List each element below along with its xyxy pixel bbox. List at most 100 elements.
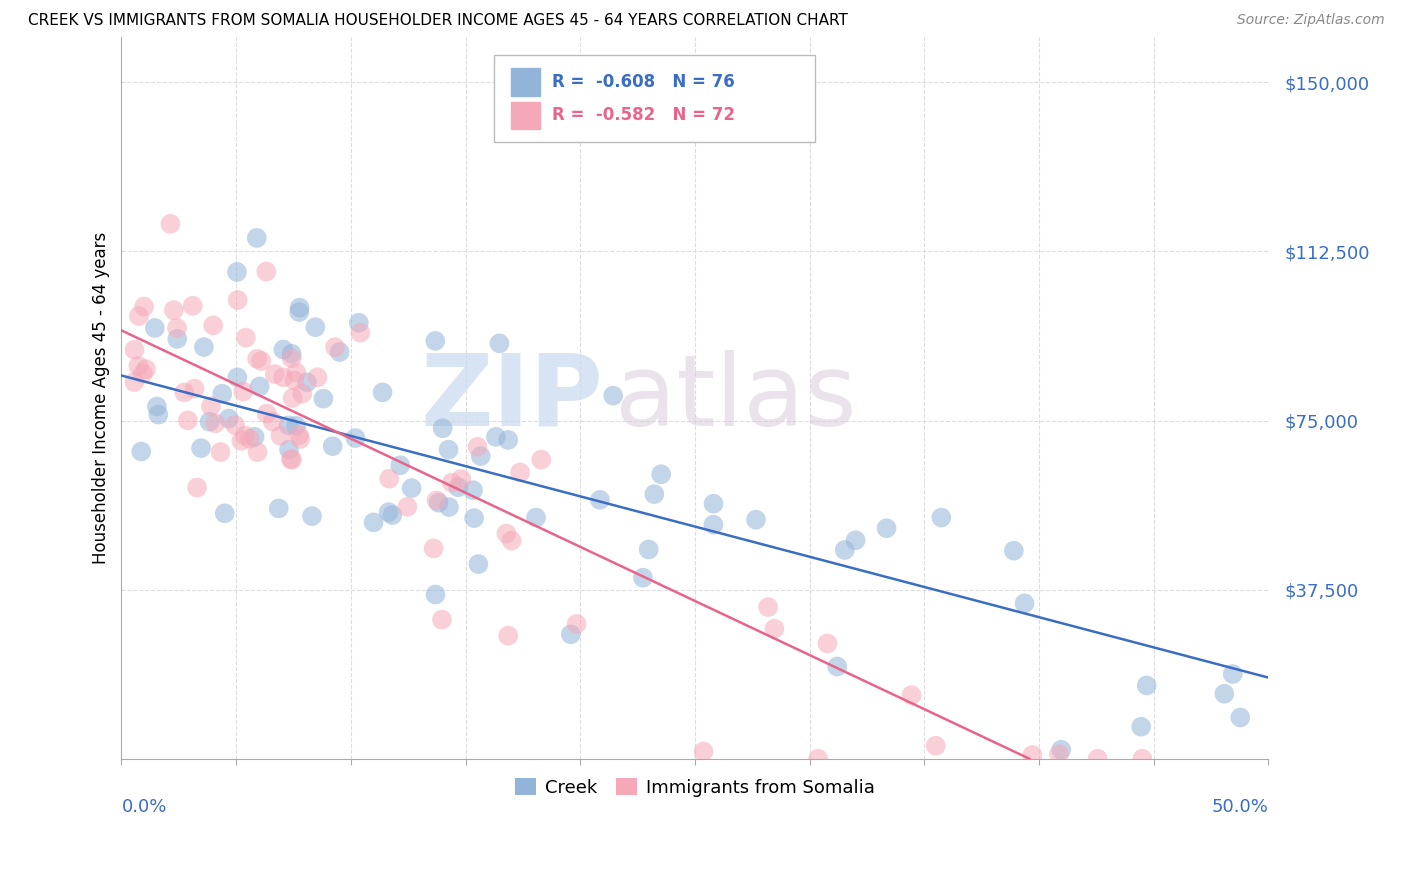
Point	[643, 487, 665, 501]
Point	[692, 744, 714, 758]
Point	[288, 428, 311, 442]
Point	[235, 331, 257, 345]
Point	[231, 434, 253, 448]
Point	[263, 367, 285, 381]
Point	[876, 521, 898, 535]
Point	[389, 458, 412, 473]
Point	[226, 293, 249, 307]
Point	[763, 622, 786, 636]
Point	[496, 433, 519, 447]
Point	[378, 472, 401, 486]
Point	[243, 430, 266, 444]
Point	[128, 309, 150, 323]
Point	[422, 541, 444, 556]
Point	[371, 385, 394, 400]
Point	[267, 501, 290, 516]
Point	[425, 587, 447, 601]
Point	[1050, 743, 1073, 757]
Point	[211, 386, 233, 401]
Point	[256, 407, 278, 421]
Point	[1014, 596, 1036, 610]
Point	[166, 332, 188, 346]
Text: CREEK VS IMMIGRANTS FROM SOMALIA HOUSEHOLDER INCOME AGES 45 - 64 YEARS CORRELATI: CREEK VS IMMIGRANTS FROM SOMALIA HOUSEHO…	[28, 13, 848, 29]
Point	[262, 415, 284, 429]
Point	[288, 305, 311, 319]
Point	[322, 439, 344, 453]
Point	[271, 343, 294, 357]
Point	[277, 418, 299, 433]
Point	[218, 411, 240, 425]
Point	[440, 475, 463, 490]
Point	[815, 636, 838, 650]
Point	[401, 481, 423, 495]
Point	[467, 440, 489, 454]
Point	[900, 688, 922, 702]
Point	[280, 452, 302, 467]
Point	[163, 303, 186, 318]
Point	[344, 431, 367, 445]
Point	[159, 217, 181, 231]
Point	[450, 472, 472, 486]
Bar	[512, 102, 540, 129]
Point	[271, 370, 294, 384]
Point	[209, 445, 232, 459]
Point	[280, 351, 302, 366]
Point	[1130, 752, 1153, 766]
Point	[501, 533, 523, 548]
Point	[589, 492, 612, 507]
Text: ZIP: ZIP	[420, 350, 603, 447]
Point	[1087, 752, 1109, 766]
Bar	[512, 69, 540, 95]
Text: 0.0%: 0.0%	[121, 798, 167, 816]
Point	[204, 417, 226, 431]
Point	[524, 510, 547, 524]
Point	[177, 413, 200, 427]
Point	[290, 432, 312, 446]
Point	[285, 366, 308, 380]
Point	[233, 429, 256, 443]
Point	[127, 359, 149, 373]
Point	[427, 496, 450, 510]
Point	[530, 452, 553, 467]
Point	[246, 231, 269, 245]
Point	[702, 497, 724, 511]
Point	[1021, 747, 1043, 762]
Point	[430, 613, 453, 627]
Point	[301, 509, 323, 524]
Point	[226, 265, 249, 279]
Point	[931, 510, 953, 524]
Point	[347, 316, 370, 330]
Point	[1136, 678, 1159, 692]
Point	[509, 466, 531, 480]
Point	[250, 354, 273, 368]
Point	[269, 429, 291, 443]
Point	[745, 513, 768, 527]
Point	[485, 430, 508, 444]
Point	[278, 442, 301, 457]
Point	[702, 517, 724, 532]
Point	[807, 752, 830, 766]
Point	[756, 600, 779, 615]
Point	[329, 345, 352, 359]
Point	[631, 571, 654, 585]
Point	[132, 367, 155, 381]
Point	[224, 418, 246, 433]
Point	[232, 384, 254, 399]
Point	[254, 264, 277, 278]
Text: R =  -0.582   N = 72: R = -0.582 N = 72	[551, 106, 734, 124]
Point	[396, 500, 419, 514]
Text: 50.0%: 50.0%	[1212, 798, 1268, 816]
Point	[447, 480, 470, 494]
Point	[425, 334, 447, 348]
Point	[295, 376, 318, 390]
Point	[467, 557, 489, 571]
Point	[1222, 667, 1244, 681]
Point	[285, 418, 308, 433]
Point	[143, 321, 166, 335]
Point	[323, 340, 346, 354]
Point	[637, 542, 659, 557]
Point	[1130, 720, 1153, 734]
Point	[560, 627, 582, 641]
Point	[495, 526, 517, 541]
Point	[214, 506, 236, 520]
